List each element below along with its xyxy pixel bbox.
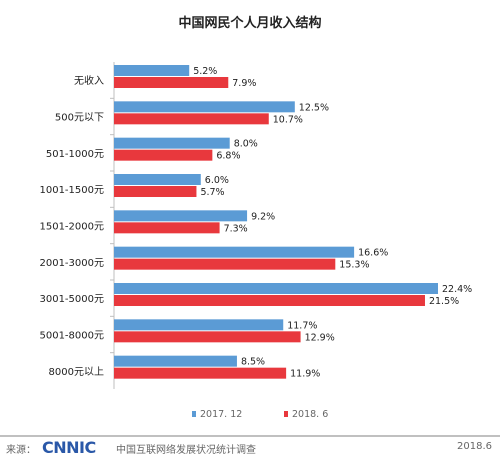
- bar: [114, 331, 301, 343]
- data-label: 7.3%: [224, 223, 248, 234]
- legend-label: 2017. 12: [200, 409, 242, 420]
- bar: [114, 210, 248, 222]
- category-label: 501-1000元: [46, 149, 104, 160]
- bar: [114, 319, 284, 331]
- data-label: 5.7%: [200, 187, 224, 198]
- bar: [114, 174, 201, 185]
- data-label: 21.5%: [429, 296, 459, 307]
- bar: [114, 77, 229, 88]
- bar: [114, 283, 438, 294]
- data-label: 22.4%: [442, 284, 472, 295]
- category-label: 3001-5000元: [39, 294, 104, 305]
- bar: [114, 149, 213, 161]
- bar: [114, 137, 230, 149]
- source-label: 来源：: [6, 445, 36, 456]
- legend-swatch: [192, 411, 196, 417]
- category-label: 500元以下: [55, 113, 104, 124]
- bar: [114, 355, 237, 367]
- data-label: 6.8%: [216, 151, 240, 162]
- category-label: 5001-8000元: [39, 331, 104, 342]
- data-label: 8.0%: [234, 139, 258, 150]
- data-label: 11.9%: [290, 369, 320, 380]
- category-label: 无收入: [74, 74, 104, 87]
- bar: [114, 295, 425, 306]
- data-label: 11.7%: [287, 320, 317, 331]
- data-label: 5.2%: [193, 66, 217, 77]
- data-label: 7.9%: [232, 78, 256, 89]
- data-label: 6.0%: [205, 175, 229, 186]
- legend-swatch: [284, 411, 288, 417]
- data-label: 15.3%: [339, 260, 369, 271]
- bar: [114, 367, 287, 379]
- footer: 来源： CNNIC 中国互联网络发展状况统计调查 2018.6: [0, 435, 500, 458]
- bar: [114, 186, 197, 197]
- chart: 中国网民个人月收入结构 无收入 5.2% 7.9% 500元以下 12.5% 10.7% 5…: [39, 16, 472, 420]
- data-label: 12.9%: [305, 332, 335, 343]
- category-label: 8000元以上: [49, 366, 104, 378]
- data-label: 16.6%: [358, 248, 388, 259]
- source-organization: 中国互联网络发展状况统计调查: [116, 445, 256, 456]
- chart-title: 中国网民个人月收入结构: [178, 16, 322, 31]
- report-date: 2018.6: [457, 441, 492, 452]
- legend-label: 2018. 6: [292, 409, 328, 420]
- category-label: 1501-2000元: [39, 222, 104, 233]
- data-label: 12.5%: [299, 102, 329, 113]
- data-label: 8.5%: [241, 357, 265, 368]
- bar: [114, 222, 220, 234]
- data-label: 10.7%: [273, 114, 303, 125]
- bar: [114, 101, 295, 113]
- category-label: 2001-3000元: [39, 258, 104, 269]
- chart-plot: 无收入 5.2% 7.9% 500元以下 12.5%10.7% 501-1000元 8.0%…: [39, 62, 472, 420]
- bar: [114, 113, 269, 125]
- bar: [114, 246, 355, 258]
- category-label: 1001-1500元: [39, 185, 104, 196]
- cnnic-logo: CNNIC: [42, 438, 96, 457]
- bar: [114, 258, 336, 270]
- data-label: 9.2%: [251, 211, 275, 222]
- bar: [114, 65, 190, 76]
